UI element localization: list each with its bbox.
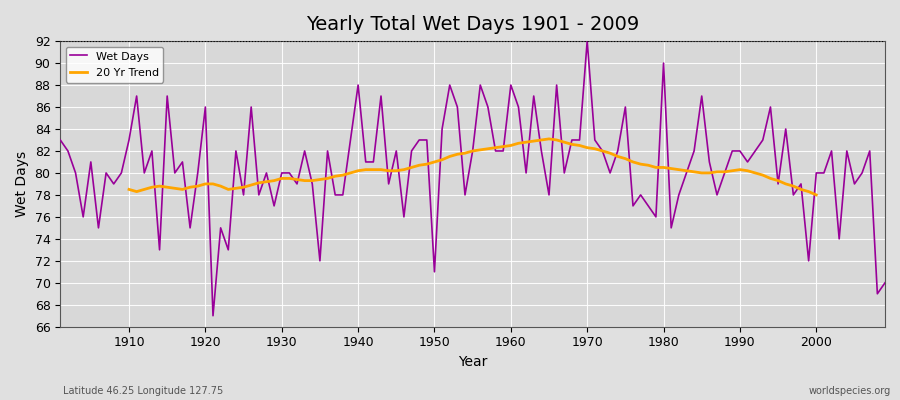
20 Yr Trend: [299, 178, 310, 183]
Wet Days: [116, 170, 127, 175]
Text: worldspecies.org: worldspecies.org: [809, 386, 891, 396]
Wet Days: [506, 83, 517, 88]
Line: 20 Yr Trend: 20 Yr Trend: [129, 139, 816, 195]
Line: Wet Days: Wet Days: [60, 41, 885, 316]
20 Yr Trend: [284, 176, 295, 181]
20 Yr Trend: [811, 192, 822, 197]
Wet Days: [581, 39, 592, 44]
X-axis label: Year: Year: [458, 355, 487, 369]
Y-axis label: Wet Days: Wet Days: [15, 151, 29, 217]
Legend: Wet Days, 20 Yr Trend: Wet Days, 20 Yr Trend: [66, 47, 164, 83]
20 Yr Trend: [712, 170, 723, 174]
Wet Days: [879, 280, 890, 285]
20 Yr Trend: [796, 187, 806, 192]
Wet Days: [292, 182, 302, 186]
20 Yr Trend: [803, 189, 814, 194]
20 Yr Trend: [208, 182, 219, 186]
Wet Days: [513, 105, 524, 110]
20 Yr Trend: [544, 136, 554, 141]
20 Yr Trend: [123, 187, 134, 192]
Wet Days: [55, 138, 66, 142]
Wet Days: [208, 313, 219, 318]
Text: Latitude 46.25 Longitude 127.75: Latitude 46.25 Longitude 127.75: [63, 386, 223, 396]
Wet Days: [612, 148, 623, 153]
Wet Days: [338, 192, 348, 197]
Title: Yearly Total Wet Days 1901 - 2009: Yearly Total Wet Days 1901 - 2009: [306, 15, 639, 34]
